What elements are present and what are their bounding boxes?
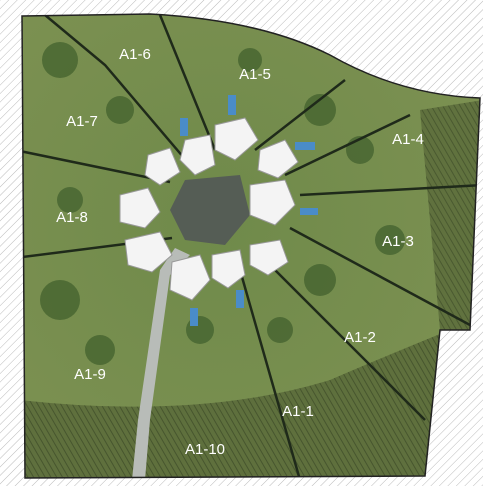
plot-labels: A1-1 A1-2 A1-3 A1-4 A1-5 A1-6 A1-7 A1-8 A1-9 A1-1… xyxy=(56,46,424,458)
plot-label: A1-10 xyxy=(185,441,225,458)
plot-label: A1-4 xyxy=(392,131,424,148)
buildings xyxy=(119,117,299,301)
plot-label: A1-7 xyxy=(66,113,98,130)
road xyxy=(132,248,190,478)
plot-label: A1-8 xyxy=(56,209,88,226)
plot-label: A1-3 xyxy=(382,233,414,250)
plot-label: A1-5 xyxy=(239,66,271,83)
pools xyxy=(180,95,318,326)
central-hub xyxy=(170,175,250,245)
plot-label: A1-6 xyxy=(119,46,151,63)
plot-label: A1-2 xyxy=(344,329,376,346)
plot-label: A1-1 xyxy=(282,403,314,420)
plot-label: A1-9 xyxy=(74,366,106,383)
vineyard-south xyxy=(22,330,450,478)
site-outline xyxy=(21,13,481,479)
trees xyxy=(40,42,405,365)
vineyard-east xyxy=(420,100,480,340)
plot-boundaries xyxy=(22,14,480,478)
